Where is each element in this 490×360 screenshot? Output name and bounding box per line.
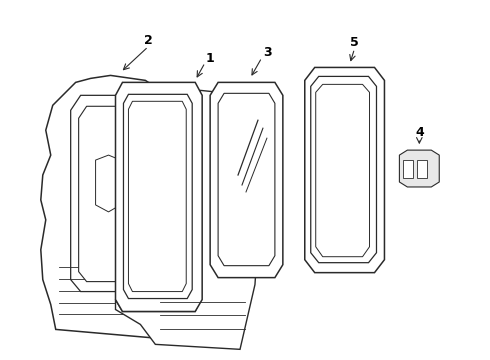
Polygon shape xyxy=(96,155,121,212)
Polygon shape xyxy=(71,95,155,292)
Text: 3: 3 xyxy=(264,46,272,59)
Polygon shape xyxy=(403,160,414,178)
Polygon shape xyxy=(417,160,427,178)
Polygon shape xyxy=(218,93,275,266)
Polygon shape xyxy=(128,101,186,292)
Polygon shape xyxy=(316,84,369,257)
Polygon shape xyxy=(311,76,376,263)
Polygon shape xyxy=(123,94,192,298)
Text: 1: 1 xyxy=(206,52,215,65)
Polygon shape xyxy=(41,75,185,339)
Polygon shape xyxy=(399,150,439,187)
Text: 2: 2 xyxy=(144,34,153,47)
Text: 4: 4 xyxy=(415,126,424,139)
Polygon shape xyxy=(116,82,202,311)
Polygon shape xyxy=(305,67,385,273)
Polygon shape xyxy=(116,90,260,349)
Polygon shape xyxy=(78,106,146,282)
Text: 5: 5 xyxy=(350,36,359,49)
Polygon shape xyxy=(210,82,283,278)
